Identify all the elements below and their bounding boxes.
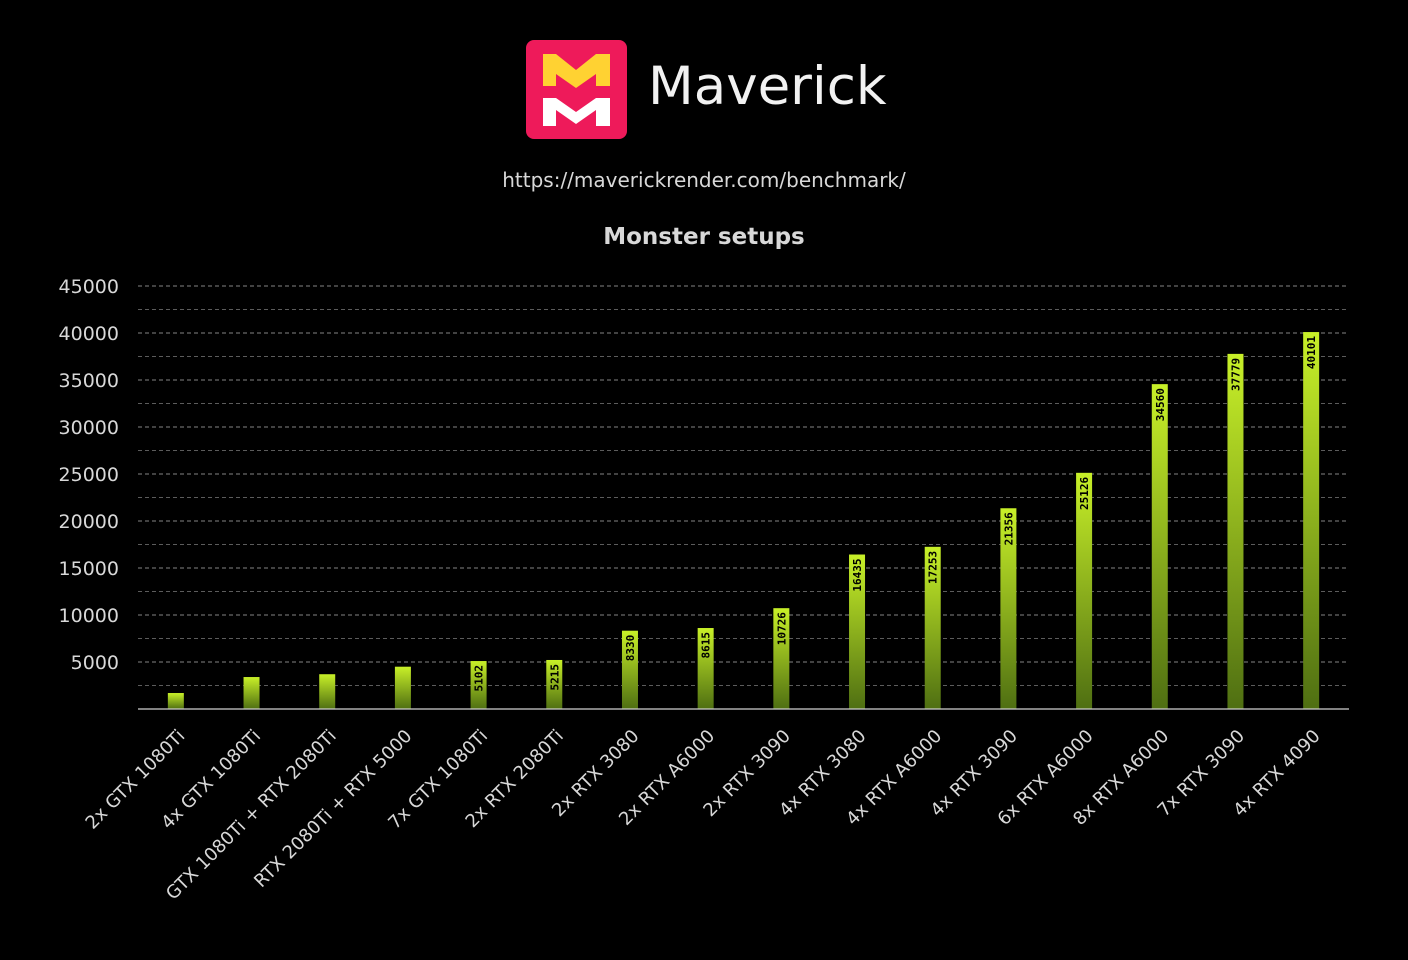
x-tick-label: RTX 2080Ti + RTX 5000 [250,726,416,892]
benchmark-url: https://maverickrender.com/benchmark/ [502,168,906,192]
bar [849,554,866,709]
data-label: 17253 [927,551,940,584]
y-tick-label: 20000 [59,511,119,533]
bar [1303,332,1320,709]
y-tick-label: 30000 [59,417,119,439]
maverick-logo-icon [526,40,627,139]
bar [1227,353,1244,709]
y-tick-label: 10000 [59,605,119,627]
y-tick-label: 35000 [59,370,119,392]
y-tick-label: 45000 [59,276,119,298]
bar [394,666,411,709]
data-label: 5102 [473,665,486,692]
chart-title: Monster setups [603,224,805,250]
bar [773,608,790,709]
data-label: 37779 [1229,358,1242,391]
data-label: 8330 [624,635,637,662]
bar [243,677,260,709]
maverick-logo-graphic [526,40,627,139]
data-label: 40101 [1305,336,1318,369]
data-label: 34560 [1154,388,1167,421]
bar [1076,472,1093,709]
bar [1151,384,1168,709]
bar [621,630,638,709]
data-label: 16435 [851,559,864,592]
bar [924,546,941,709]
bar [319,674,336,709]
y-tick-label: 5000 [71,652,119,674]
bar [697,628,714,709]
brand-name: Maverick [648,56,887,117]
bar [546,659,563,709]
y-tick-label: 25000 [59,464,119,486]
y-tick-label: 40000 [59,323,119,345]
data-label: 21356 [1002,512,1015,545]
data-label: 25126 [1078,476,1091,509]
data-label: 5215 [548,664,561,691]
y-tick-label: 15000 [59,558,119,580]
bar [167,693,184,709]
data-label: 10726 [775,612,788,645]
bars: 5102 5215 8330 8615 10726 16435 17253 21356 2512… [167,332,1320,709]
data-label: 8615 [700,632,713,659]
bar [470,661,487,709]
y-axis-ticks: 5000 10000 15000 20000 25000 30000 35000 40000 4… [59,276,119,674]
grid-lines [138,285,1349,686]
bar [1000,508,1017,709]
